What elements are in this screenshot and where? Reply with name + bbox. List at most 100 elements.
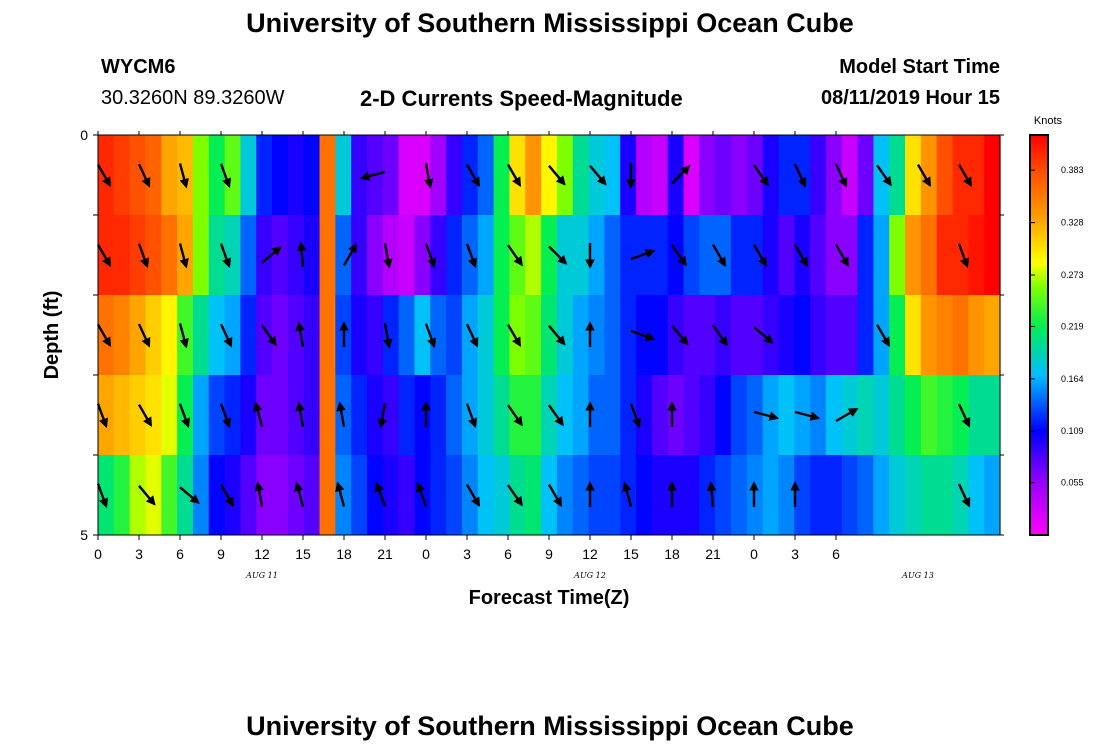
heatmap-cell [382, 295, 400, 376]
current-arrow [465, 403, 478, 429]
heatmap-cell [367, 295, 384, 376]
heatmap-cell [778, 375, 795, 456]
heatmap-cell [192, 375, 210, 456]
heatmap-cell [873, 375, 890, 456]
heatmap-cell [636, 135, 653, 216]
heatmap-cell [303, 215, 321, 296]
current-arrow [138, 485, 156, 506]
heatmap-cell [335, 375, 352, 456]
current-arrow [96, 403, 109, 429]
heatmap-cell [525, 135, 542, 216]
heatmap-cell [161, 135, 178, 216]
x-tick-label: 18 [664, 546, 680, 562]
current-arrow [957, 243, 970, 269]
current-arrow [377, 402, 387, 429]
heatmap-cell [889, 375, 906, 456]
heatmap-cell [667, 295, 685, 376]
heatmap-cell [873, 455, 890, 536]
x-tick-label: 9 [217, 546, 225, 562]
heatmap-cell [699, 375, 716, 456]
current-arrow [506, 324, 522, 348]
heatmap-cell [683, 455, 700, 536]
x-tick-label: 15 [295, 546, 311, 562]
heatmap-cell [398, 375, 416, 456]
heatmap-cell [794, 295, 811, 376]
colorbar-tick-label: 0.219 [1061, 321, 1084, 331]
heatmap-cell [936, 135, 954, 216]
heatmap-cell [414, 135, 431, 216]
heatmap-cell [319, 455, 336, 536]
heatmap-cell [541, 455, 558, 536]
heatmap-cell [936, 375, 954, 456]
heatmap-cell [493, 215, 511, 296]
heatmap-cell [224, 135, 242, 216]
heatmap-cell [810, 455, 827, 536]
current-arrow [711, 244, 727, 268]
current-arrow [671, 325, 689, 346]
heatmap-cell [208, 375, 226, 456]
heatmap-cell [952, 215, 969, 296]
heatmap-cell [240, 375, 257, 456]
current-arrow [957, 403, 971, 428]
heatmap-cell [762, 215, 780, 296]
current-arrow [179, 486, 200, 504]
y-axis-label: Depth (ft) [41, 291, 63, 380]
heatmap-cell [857, 375, 875, 456]
current-arrow [752, 244, 768, 268]
heatmap-cell [604, 295, 621, 376]
heatmap-cell [224, 295, 242, 376]
heatmap-cell [667, 215, 685, 296]
day-label: AUG 13 [901, 571, 934, 580]
x-tick-label: 0 [94, 546, 102, 562]
current-arrow [630, 249, 656, 261]
heatmap-cell [446, 215, 463, 296]
heatmap-cell [446, 295, 463, 376]
heatmap-cell [920, 135, 938, 216]
heatmap-cell [620, 295, 637, 376]
heatmap-cell [636, 375, 653, 456]
heatmap-cell [620, 135, 637, 216]
heatmap-cell [952, 375, 969, 456]
heatmap-cell [525, 375, 542, 456]
x-tick-label: 18 [336, 546, 352, 562]
heatmap-cell [920, 455, 938, 536]
heatmap-cell [794, 455, 811, 536]
heatmap-cell [208, 215, 226, 296]
current-arrow [178, 243, 189, 269]
x-tick-label: 6 [504, 546, 512, 562]
current-arrow [465, 164, 481, 188]
heatmap-cell [129, 295, 147, 376]
current-arrow [219, 403, 232, 429]
heatmap-cell [192, 135, 210, 216]
heatmap-cell [746, 135, 764, 216]
heatmap-cell [920, 215, 938, 296]
heatmap-cell [762, 135, 780, 216]
heatmap-cell [825, 135, 843, 216]
heatmap-cell [746, 295, 764, 376]
heatmap-cell [256, 295, 273, 376]
heatmap-cell [794, 135, 811, 216]
heatmap-cell [604, 455, 621, 536]
heatmap-cell [841, 215, 859, 296]
heatmap-cell [730, 455, 748, 536]
heatmap-cell [588, 455, 605, 536]
heatmap-cell [857, 295, 875, 376]
heatmap-cell [319, 135, 336, 216]
heatmap-cell [224, 375, 242, 456]
heatmap-cell [572, 135, 590, 216]
heatmap-cell [272, 135, 289, 216]
heatmap-cell [208, 295, 226, 376]
heatmap-cell [351, 455, 368, 536]
current-arrow [261, 246, 282, 264]
heatmap-cell [746, 215, 764, 296]
heatmap-cell [762, 455, 780, 536]
heatmap-cell [715, 215, 732, 296]
heatmap-cell [936, 295, 954, 376]
x-tick-label: 6 [832, 546, 840, 562]
heatmap-cell [968, 215, 985, 296]
heatmap-cell [541, 375, 558, 456]
heatmap-cell [98, 215, 115, 296]
heatmap-cell [778, 295, 795, 376]
heatmap-cell [984, 135, 1001, 216]
heatmap-cell [240, 295, 257, 376]
